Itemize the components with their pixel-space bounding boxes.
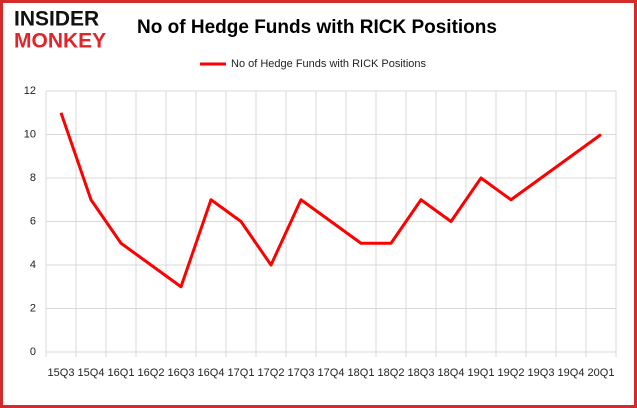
- x-tick-label: 18Q4: [438, 367, 465, 379]
- logo-top: INSIDER: [14, 8, 99, 31]
- legend-label: No of Hedge Funds with RICK Positions: [231, 58, 427, 70]
- x-tick-label: 16Q3: [168, 367, 195, 379]
- x-tick-label: 20Q1: [588, 367, 615, 379]
- data-line: [59, 112, 602, 289]
- x-tick-label: 17Q2: [258, 367, 285, 379]
- y-tick-label: 8: [30, 172, 36, 184]
- y-tick-label: 10: [24, 128, 36, 140]
- x-tick-label: 17Q1: [228, 367, 255, 379]
- x-tick-label: 19Q3: [528, 367, 555, 379]
- logo-bottom: MONKEY: [14, 30, 106, 53]
- y-tick-label: 4: [30, 259, 36, 271]
- x-tick-label: 18Q1: [348, 367, 375, 379]
- y-tick-label: 0: [30, 346, 36, 358]
- x-tick-label: 16Q4: [198, 367, 225, 379]
- x-tick-label: 17Q4: [318, 367, 345, 379]
- x-tick-label: 16Q1: [108, 367, 135, 379]
- x-tick-label: 18Q2: [378, 367, 405, 379]
- x-tick-label: 19Q4: [558, 367, 585, 379]
- x-tick-label: 18Q3: [408, 367, 435, 379]
- y-tick-label: 6: [30, 215, 36, 227]
- chart-title: No of Hedge Funds with RICK Positions: [137, 17, 497, 38]
- x-tick-label: 19Q1: [468, 367, 495, 379]
- y-tick-label: 2: [30, 302, 36, 314]
- x-tick-label: 16Q2: [138, 367, 165, 379]
- x-tick-label: 15Q3: [48, 367, 75, 379]
- x-tick-label: 19Q2: [498, 367, 525, 379]
- y-tick-label: 12: [24, 85, 36, 97]
- x-tick-label: 15Q4: [78, 367, 105, 379]
- x-tick-label: 17Q3: [288, 367, 315, 379]
